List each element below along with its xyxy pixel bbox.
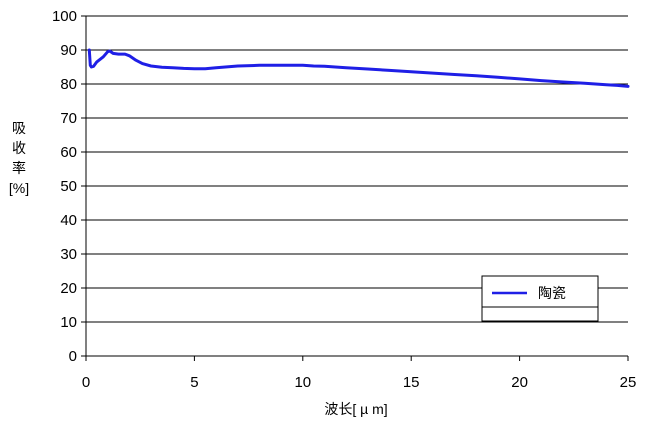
grid-lines [86, 15, 628, 323]
y-tick-label: 100 [52, 8, 77, 25]
y-tick-label: 80 [60, 76, 77, 93]
y-axis-title-line: 率 [12, 160, 26, 176]
x-tick-label: 10 [294, 374, 311, 391]
y-tick-label: 70 [60, 110, 77, 127]
y-tick-label: 20 [60, 280, 77, 297]
x-tick-label: 25 [620, 374, 637, 391]
y-tick-label: 10 [60, 314, 77, 331]
x-tick-label: 20 [511, 374, 528, 391]
y-axis-title: 吸 收 率 [%] [6, 118, 32, 198]
x-axis-ticks: 0 5 10 15 20 25 [82, 356, 637, 391]
x-tick-label: 0 [82, 374, 90, 391]
y-axis-title-line: [%] [8, 180, 30, 196]
y-tick-label: 90 [60, 42, 77, 59]
y-tick-label: 30 [60, 246, 77, 263]
x-axis-title: 波长[ µ m] [324, 401, 387, 417]
y-tick-label: 40 [60, 212, 77, 229]
y-tick-label: 50 [60, 178, 77, 195]
series-line [87, 48, 630, 88]
legend-label: 陶瓷 [538, 285, 566, 301]
y-axis-title-line: 吸 [12, 120, 26, 136]
legend: 陶瓷 [481, 275, 599, 322]
y-tick-label: 0 [69, 348, 77, 365]
y-axis-ticks: 0 10 20 30 40 50 60 70 80 90 100 [52, 8, 86, 365]
x-tick-label: 5 [190, 374, 198, 391]
y-axis-title-line: 收 [12, 140, 26, 156]
x-tick-label: 15 [403, 374, 420, 391]
legend-box [481, 275, 599, 322]
y-tick-label: 60 [60, 144, 77, 161]
series-layer [87, 48, 630, 88]
